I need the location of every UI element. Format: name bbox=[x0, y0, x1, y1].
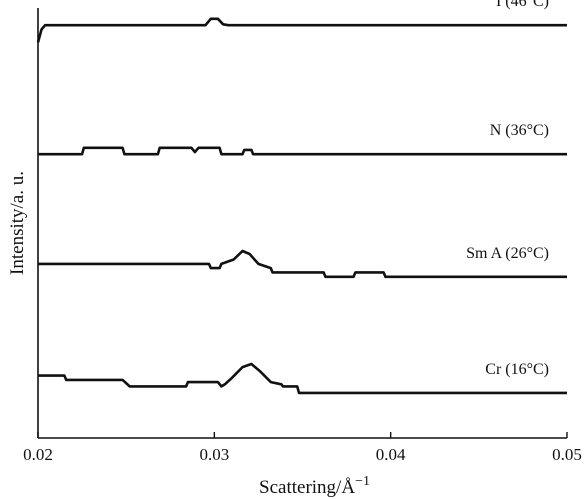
series-label: N (36°C) bbox=[490, 122, 549, 139]
series-group: I (46°C) N (36°C) Sm A (26°C) Cr (16°C) bbox=[36, 0, 567, 395]
x-axis-title: Scattering/Å−1 bbox=[259, 474, 370, 498]
series-label: I (46°C) bbox=[496, 0, 549, 10]
x-tick-label: 0.02 bbox=[23, 445, 53, 464]
series-line bbox=[38, 146, 567, 156]
x-ticks: 0.02 0.03 0.04 0.05 bbox=[23, 432, 582, 464]
x-tick-label: 0.04 bbox=[376, 445, 406, 464]
series-line bbox=[36, 17, 567, 43]
x-axis-title-text: Scattering/ bbox=[259, 477, 342, 498]
series-label: Cr (16°C) bbox=[485, 361, 549, 378]
series-line bbox=[38, 362, 567, 395]
series-label: Sm A (26°C) bbox=[466, 245, 549, 262]
y-axis-title: Intensity/a. u. bbox=[7, 171, 28, 275]
series-line bbox=[38, 249, 567, 279]
x-tick-label: 0.05 bbox=[552, 445, 582, 464]
x-axis-title-exponent: −1 bbox=[355, 474, 370, 489]
x-tick-label: 0.03 bbox=[199, 445, 229, 464]
x-axis-title-unit: Å bbox=[341, 477, 355, 498]
